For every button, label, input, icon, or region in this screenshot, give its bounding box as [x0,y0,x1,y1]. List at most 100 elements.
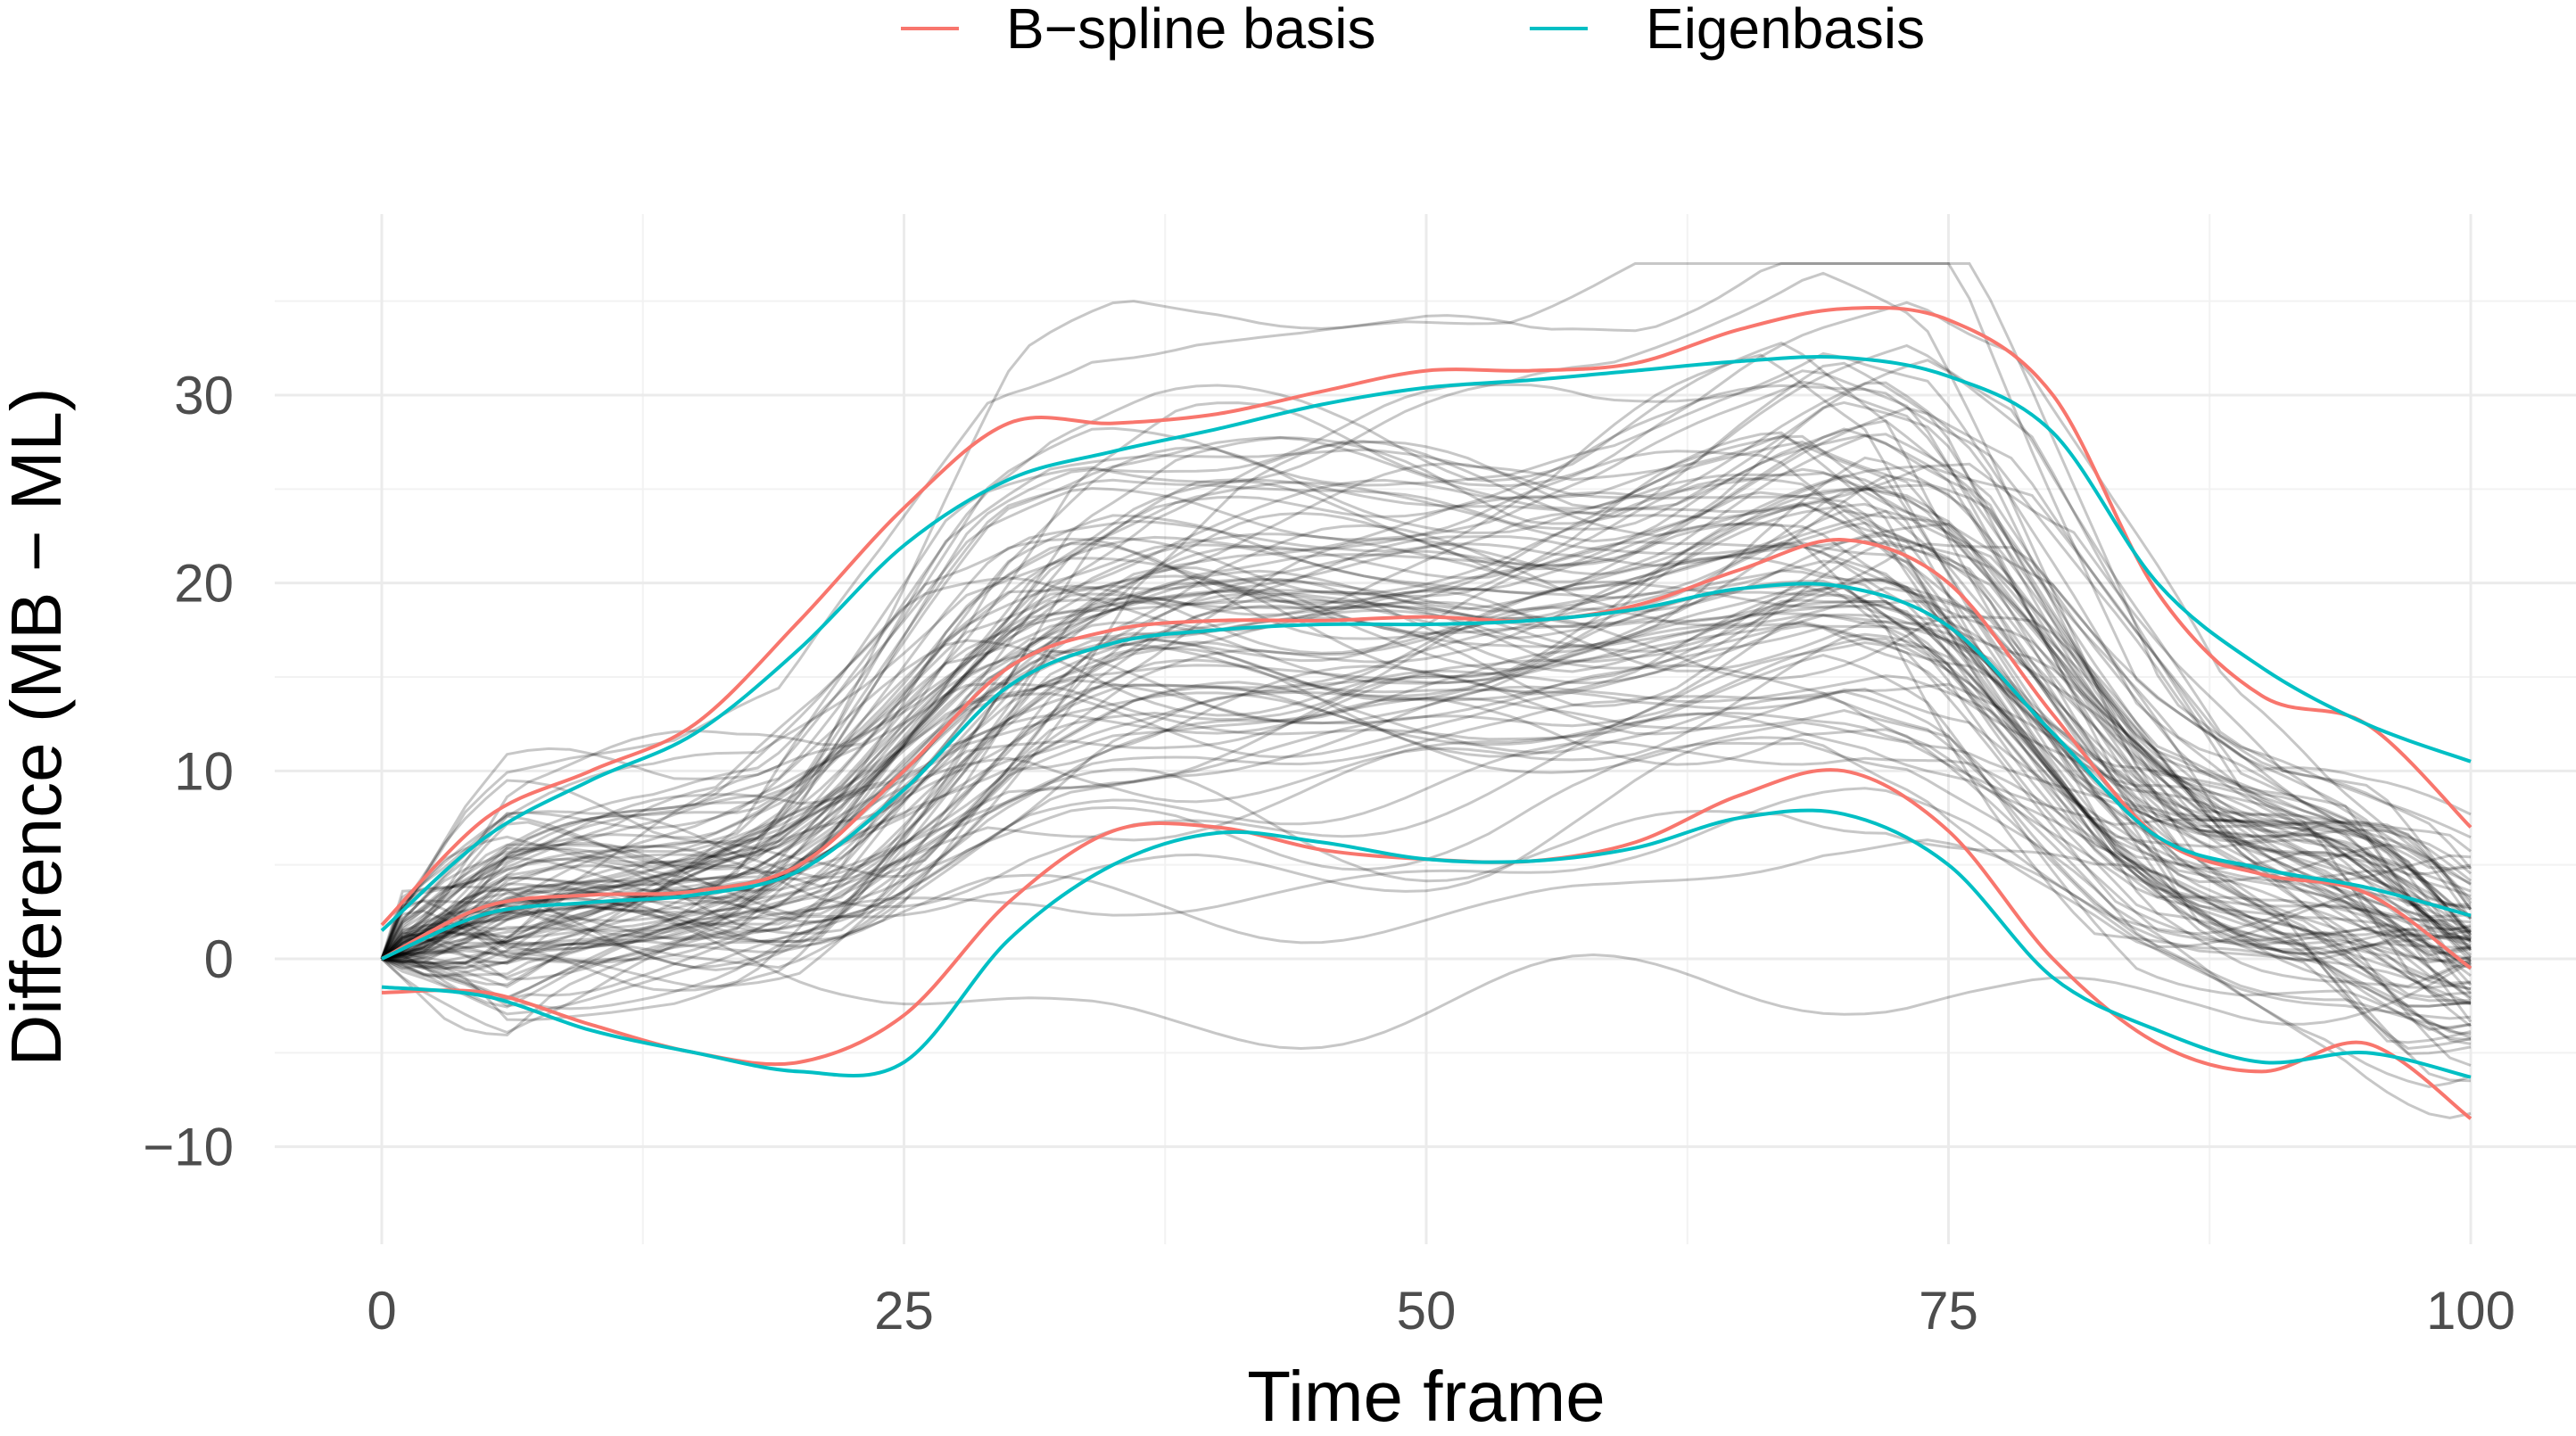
background-curve [381,381,2473,961]
background-curve [381,419,2473,961]
background-curve [381,673,2472,970]
legend-label-eigenbasis: Eigenbasis [1646,0,1925,61]
background-curve [380,542,2472,1037]
background-curve [381,674,2472,961]
background-curve [381,559,2472,1036]
background-curve [381,612,2472,961]
y-tick-label: −10 [143,1118,234,1177]
background-curve [381,407,2473,961]
background-curve [381,502,2473,1011]
y-tick-label: 20 [174,554,234,614]
background-curve [380,271,2472,960]
background-curve [381,767,2472,1009]
background-curve [381,590,2472,961]
background-curve [381,695,2472,1030]
background-curve [380,697,2472,993]
background-curve [381,474,2473,961]
background-curve [380,534,2472,960]
background-curve [381,590,2472,972]
background-curve [381,509,2472,961]
x-tick-label: 25 [874,1281,934,1341]
background-curve [381,523,2472,961]
background-curve [380,581,2472,961]
background-curve [380,584,2472,1031]
background-curve [381,640,2472,1035]
background-curve [381,691,2472,961]
background-curve [381,599,2472,1000]
y-tick-label: 10 [174,741,234,801]
background-curve [381,654,2472,1041]
background-curve [380,341,2472,991]
background-curve [380,624,2472,1003]
background-curve [380,477,2472,960]
background-curve [381,583,2472,1045]
background-curve [380,521,2472,1051]
background-curve [381,474,2473,964]
background-curve [381,664,2472,963]
x-tick-label: 75 [1919,1281,1978,1341]
background-curve [381,485,2472,968]
background-curve [381,642,2472,961]
background-curve [381,740,2472,961]
background-curve [380,541,2472,960]
background-curve [380,613,2472,1039]
background-curve [380,491,2472,960]
bspline-upper-line [380,306,2473,927]
background-curve [381,586,2472,1001]
background-curve [380,598,2472,1008]
background-curve [381,577,2473,1002]
eigenbasis-mean-line [381,582,2472,961]
background-curve [381,262,2473,961]
x-tick-label: 50 [1397,1281,1457,1341]
background-curve [380,431,2472,1055]
eigenbasis-lower-line [381,808,2472,1079]
background-curve [381,483,2472,961]
series-lines [380,306,2473,1120]
eigenbasis-upper-line [380,355,2472,932]
bspline-mean-line [381,538,2473,970]
background-curve [380,545,2472,985]
background-curve [381,384,2472,961]
background-curve [380,503,2472,1083]
background-curve [380,523,2472,960]
background-curve [380,450,2472,988]
background-curve [380,542,2472,999]
background-curve [381,359,2473,965]
background-curve [381,539,2473,964]
background-curve [381,540,2473,970]
background-curve [380,488,2472,961]
x-axis-title: Time frame [1247,1357,1606,1436]
background-curve [381,838,2472,1020]
background-curve [381,615,2472,965]
background-curve [381,440,2472,981]
grid [275,214,2576,1244]
background-curve [381,696,2472,988]
background-curves [380,262,2473,1119]
background-curve [381,787,2472,1005]
background-curve [381,301,2473,971]
background-curve [381,632,2472,978]
legend-label-bspline: B−spline basis [1006,0,1375,61]
legend: B−spline basis Eigenbasis [901,0,1925,61]
background-curve [381,343,2473,978]
y-tick-label: 30 [174,366,234,425]
background-curve [381,625,2472,1005]
background-curve [381,637,2472,970]
y-tick-label: 0 [204,929,234,989]
background-curve [381,361,2473,986]
background-curve [381,712,2472,989]
y-axis-ticks: −10 0 10 20 30 [143,366,234,1177]
background-curve [380,369,2472,960]
background-curve [381,509,2473,978]
background-curve [381,446,2472,961]
background-curve [381,433,2473,961]
background-curve [381,521,2472,961]
background-curve [381,499,2472,1067]
background-curve [381,736,2472,1119]
y-axis-title: Difference (MB − ML) [0,388,76,1067]
background-curve [380,380,2472,965]
background-curve [380,351,2472,960]
background-curve [381,456,2473,1023]
x-tick-label: 0 [367,1281,396,1341]
